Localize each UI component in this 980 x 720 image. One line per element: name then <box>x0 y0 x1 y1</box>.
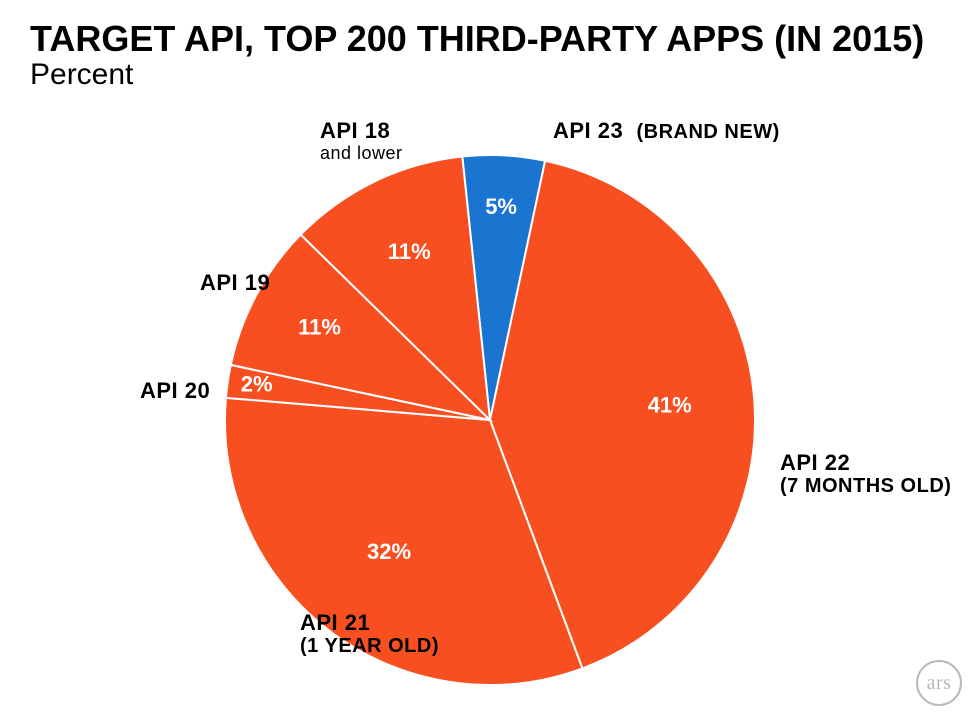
pie-label-api-23: API 23 (BRAND NEW) <box>553 118 780 144</box>
ars-logo: ars <box>916 660 962 706</box>
pie-chart: 5% 41% 32% 2% 11% 11% <box>0 0 980 720</box>
pie-value-api-23: 5% <box>485 194 517 219</box>
pie-label-api-19: API 19 <box>200 270 270 295</box>
pie-label-api-18: API 18and lower <box>320 118 403 164</box>
pie-value-api-18: 11% <box>388 239 431 264</box>
pie-value-api-22: 41% <box>648 393 692 418</box>
pie-value-api-20: 2% <box>241 371 273 396</box>
pie-value-api-21: 32% <box>367 539 411 564</box>
pie-label-api-20: API 20 <box>140 378 210 403</box>
pie-value-api-19: 11% <box>298 314 341 339</box>
pie-label-api-21: API 21(1 YEAR OLD) <box>300 610 439 658</box>
pie-label-api-22: API 22(7 MONTHS OLD) <box>780 450 951 498</box>
